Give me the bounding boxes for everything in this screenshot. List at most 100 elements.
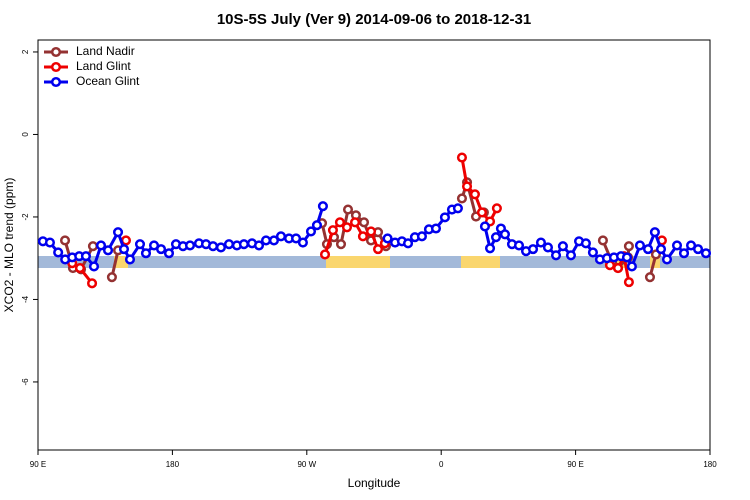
data-point xyxy=(163,248,175,259)
data-point xyxy=(106,272,117,283)
data-point xyxy=(207,241,219,252)
data-point xyxy=(456,152,468,163)
data-point xyxy=(372,244,384,255)
data-point xyxy=(357,231,368,242)
data-point xyxy=(305,226,317,237)
data-point xyxy=(484,243,496,254)
data-point xyxy=(452,203,463,214)
data-point xyxy=(476,207,488,218)
data-point xyxy=(74,263,86,274)
data-point xyxy=(499,229,511,240)
data-point xyxy=(439,212,450,223)
data-point xyxy=(124,254,136,265)
data-point xyxy=(253,240,265,251)
data-point xyxy=(461,181,473,192)
x-tick-label: 90 W xyxy=(297,460,316,469)
legend-label: Land Nadir xyxy=(76,44,135,58)
legend-label: Ocean Glint xyxy=(76,74,140,88)
land-ocean-strip xyxy=(38,256,710,268)
data-point xyxy=(215,242,226,253)
y-axis-label: XCO2 - MLO trend (ppm) xyxy=(2,178,16,313)
data-point xyxy=(140,248,152,259)
data-point xyxy=(238,239,249,250)
data-point xyxy=(382,233,393,244)
data-point xyxy=(59,235,71,246)
data-point xyxy=(87,278,98,289)
data-point xyxy=(527,244,539,255)
data-point xyxy=(491,203,502,214)
data-point xyxy=(623,241,634,252)
data-point xyxy=(87,241,99,252)
data-point xyxy=(134,239,146,250)
legend-marker xyxy=(50,61,62,73)
chart-title: 10S-5S July (Ver 9) 2014-09-06 to 2018-1… xyxy=(217,11,531,28)
data-point xyxy=(88,261,100,272)
data-point xyxy=(184,240,196,251)
data-point xyxy=(678,248,690,259)
data-point xyxy=(621,252,633,263)
plot-frame xyxy=(37,39,711,451)
x-tick-label: 90 E xyxy=(567,460,583,469)
data-point xyxy=(358,217,370,228)
data-point xyxy=(349,217,361,228)
data-point xyxy=(565,250,577,261)
data-point xyxy=(469,189,480,200)
data-point xyxy=(156,244,167,255)
data-point xyxy=(479,221,491,232)
data-point xyxy=(53,247,64,258)
legend-marker xyxy=(50,76,62,88)
data-point xyxy=(416,231,427,242)
y-tick-label: -2 xyxy=(21,213,30,221)
data-point xyxy=(268,235,279,246)
data-point xyxy=(513,240,525,251)
data-point xyxy=(365,226,377,237)
data-point xyxy=(671,240,683,251)
data-point xyxy=(490,232,502,243)
data-point xyxy=(580,238,591,249)
y-tick-label: 0 xyxy=(21,132,30,137)
y-tick-label: -4 xyxy=(21,295,30,303)
data-point xyxy=(334,217,346,228)
data-point xyxy=(612,263,624,274)
data-point xyxy=(623,277,634,288)
legend-marker xyxy=(50,46,62,58)
data-point xyxy=(260,235,272,246)
data-point xyxy=(102,245,114,256)
data-point xyxy=(118,244,130,255)
data-point xyxy=(223,239,235,250)
data-point xyxy=(275,231,287,242)
data-point xyxy=(456,193,468,204)
data-point xyxy=(626,261,637,272)
x-axis-label: Longitude xyxy=(348,476,401,490)
data-point xyxy=(550,250,562,261)
data-point xyxy=(341,222,353,233)
x-tick-label: 90 E xyxy=(30,460,46,469)
data-point xyxy=(311,220,323,231)
data-point xyxy=(335,239,347,250)
x-tick-label: 0 xyxy=(439,460,444,469)
data-point xyxy=(557,241,568,252)
data-point xyxy=(655,244,667,255)
data-point xyxy=(587,247,598,258)
data-point xyxy=(327,225,338,236)
data-point xyxy=(634,240,646,251)
data-point xyxy=(700,248,712,259)
x-tick-label: 180 xyxy=(166,460,180,469)
data-point xyxy=(290,233,302,244)
data-point xyxy=(44,237,55,248)
data-point xyxy=(535,237,547,248)
data-point xyxy=(297,237,308,248)
data-point xyxy=(649,227,660,238)
data-point xyxy=(661,254,673,265)
legend-label: Land Glint xyxy=(76,59,131,73)
data-point xyxy=(402,238,414,249)
data-point xyxy=(644,272,656,283)
data-point xyxy=(317,201,328,212)
data-point xyxy=(693,244,704,255)
data-point xyxy=(319,249,331,260)
y-tick-label: 2 xyxy=(21,49,30,54)
y-tick-label: -6 xyxy=(21,378,30,386)
x-tick-label: 180 xyxy=(703,460,717,469)
